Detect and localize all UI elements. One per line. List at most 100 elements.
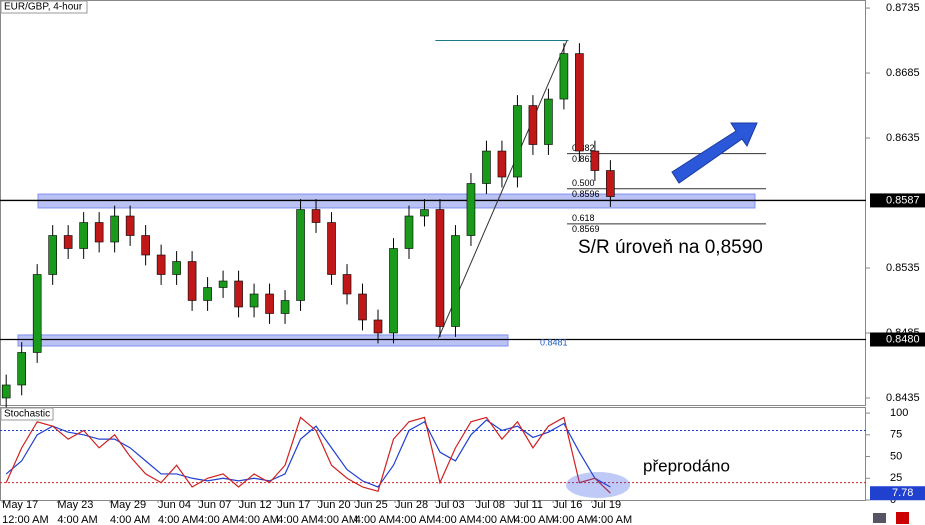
title-box xyxy=(0,0,88,14)
candle-body xyxy=(404,215,414,249)
candle-body xyxy=(373,319,383,334)
candle-body xyxy=(296,209,305,301)
price-label-box xyxy=(870,332,925,347)
y-tick-label: 0.8635 xyxy=(886,132,920,144)
x-tick-time: 4:00 AM xyxy=(318,514,358,525)
x-tick-time: 4:00 AM xyxy=(239,514,279,525)
stochastic-pane xyxy=(0,407,866,501)
x-tick-time: 4:00 AM xyxy=(435,514,475,525)
fib-price: 0.8596 xyxy=(572,189,600,199)
price-label: 0.8480 xyxy=(886,333,920,345)
candle-body xyxy=(559,53,569,100)
candle-body xyxy=(234,280,243,308)
y-tick-label: 0.8535 xyxy=(886,262,920,274)
candle-body xyxy=(187,261,197,301)
candle-body xyxy=(544,98,553,145)
sr-zone xyxy=(17,334,509,347)
candle-body xyxy=(94,222,104,243)
x-tick-time: 4:00 AM xyxy=(158,514,198,525)
x-tick-time: 4:00 AM xyxy=(476,514,516,525)
x-tick-time: 4:00 AM xyxy=(592,514,632,525)
stoch-tick-label: 50 xyxy=(890,450,902,462)
x-tick-time: 12:00 AM xyxy=(2,514,48,525)
trend-arrow xyxy=(671,122,758,184)
x-tick-time: 4:00 AM xyxy=(395,514,435,525)
candle-body xyxy=(48,235,57,275)
x-tick-label: May 23 xyxy=(57,499,93,511)
candle-body xyxy=(497,150,507,178)
x-tick-label: Jun 04 xyxy=(158,499,191,511)
candle-body xyxy=(482,150,491,184)
candle-body xyxy=(389,248,398,334)
candle-body xyxy=(358,293,367,321)
candle-body xyxy=(528,105,538,145)
x-tick-label: Jul 19 xyxy=(592,499,621,511)
x-tick-time: 4:00 AM xyxy=(553,514,593,525)
x-tick-label: Jul 16 xyxy=(553,499,582,511)
x-tick-label: Jun 12 xyxy=(239,499,272,511)
scroll-icon[interactable] xyxy=(873,513,886,523)
candle-body xyxy=(17,352,26,386)
price-pane xyxy=(0,0,866,406)
candle-body xyxy=(156,254,166,275)
candle-body xyxy=(451,235,460,327)
candle-body xyxy=(575,53,584,152)
candle-body xyxy=(63,235,73,249)
x-tick-label: Jun 28 xyxy=(395,499,428,511)
stoch-last-box xyxy=(870,486,925,501)
x-tick-time: 4:00 AM xyxy=(57,514,97,525)
x-tick-label: May 29 xyxy=(110,499,146,511)
x-tick-label: Jul 03 xyxy=(435,499,464,511)
x-tick-time: 4:00 AM xyxy=(110,514,150,525)
oversold-highlight xyxy=(566,472,630,498)
candle-body xyxy=(342,274,352,295)
y-tick-label: 0.8435 xyxy=(886,392,920,404)
candle-body xyxy=(141,235,150,256)
candle-body xyxy=(420,209,429,217)
x-tick-label: May 17 xyxy=(2,499,38,511)
sr-annotation: S/R úroveň na 0,8590 xyxy=(578,237,763,258)
fib-ratio: 0.500 xyxy=(572,178,595,188)
stochastic-title-box xyxy=(0,407,54,421)
candle-body xyxy=(606,170,615,197)
x-tick-label: Jun 17 xyxy=(277,499,310,511)
candle-body xyxy=(466,183,476,236)
y-tick-label: 0.8685 xyxy=(886,67,920,79)
candle-body xyxy=(172,261,181,275)
stoch-tick-label: 75 xyxy=(890,429,902,441)
candle-body xyxy=(435,209,445,327)
candle-body xyxy=(590,150,600,171)
candle-body xyxy=(218,280,228,288)
x-tick-time: 4:00 AM xyxy=(514,514,554,525)
stoch-k-line xyxy=(5,416,611,494)
stochastic-title: Stochastic xyxy=(4,409,50,420)
x-tick-label: Jul 11 xyxy=(514,499,543,511)
x-tick-label: Jun 25 xyxy=(355,499,388,511)
fib-trend xyxy=(437,40,568,339)
candle-body xyxy=(513,105,522,178)
fib-ratio: 0.618 xyxy=(572,213,595,223)
candle-body xyxy=(203,287,212,301)
chart-title: EUR/GBP, 4-hour xyxy=(4,2,83,13)
candle-body xyxy=(125,215,135,236)
x-tick-time: 4:00 AM xyxy=(198,514,238,525)
candle-body xyxy=(1,384,11,399)
candle-body xyxy=(110,215,119,243)
fib-price: 0.8569 xyxy=(572,224,600,234)
x-tick-label: Jun 07 xyxy=(198,499,231,511)
close-icon[interactable] xyxy=(896,512,909,524)
fib-low-label: 0.8481 xyxy=(540,338,568,348)
candle-body xyxy=(311,209,321,223)
x-tick-time: 4:00 AM xyxy=(355,514,395,525)
stoch-tick-label: 100 xyxy=(890,407,908,419)
stoch-d-line xyxy=(5,419,611,488)
x-tick-label: Jun 20 xyxy=(318,499,351,511)
candle-body xyxy=(79,222,88,249)
stoch-tick-label: 25 xyxy=(890,472,902,484)
candle-body xyxy=(249,293,259,308)
candle-body xyxy=(265,293,274,314)
fib-price: 0.8623 xyxy=(572,154,600,164)
stoch-last-label: 7.78 xyxy=(892,487,913,499)
